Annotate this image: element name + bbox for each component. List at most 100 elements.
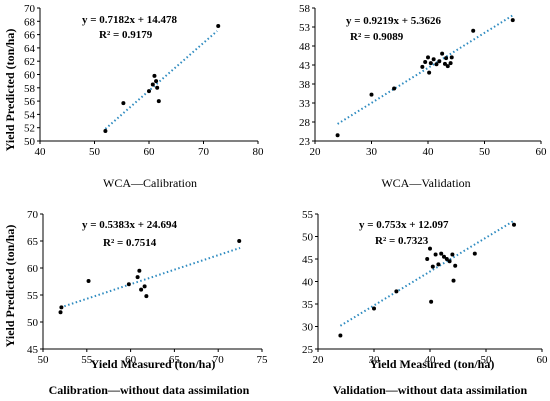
data-point [471,28,476,33]
data-point [103,129,108,134]
x-tick-label: 60 [125,354,137,366]
x-axis-title: Yield Measured (ton/ha) [91,357,216,371]
data-point [392,86,397,91]
x-tick-label: 70 [198,146,210,158]
data-point [442,61,447,66]
data-point [216,23,221,28]
data-point [369,92,374,97]
trendline-equation: y = 0.7182x + 14.478 [82,14,178,26]
x-tick-label: 60 [537,354,549,366]
y-axis-title: Yield Predicted (ton/ha) [3,29,17,152]
data-point [372,306,376,311]
trend-line [60,246,241,309]
data-point [445,64,450,69]
y-tick-label: 68 [24,16,36,28]
data-point [437,59,442,64]
data-point [144,294,149,299]
y-tick-label: 65 [27,236,39,248]
x-tick-label: 60 [144,146,156,158]
data-point [139,287,144,292]
data-point [451,278,456,283]
y-tick-label: 55 [27,290,39,302]
trendline-equation: y = 0.9219x + 5.3626 [346,15,442,27]
y-tick-label: 25 [302,344,314,356]
trend-line [339,219,515,327]
data-point [427,70,432,75]
data-point [450,252,455,257]
x-tick-label: 30 [369,354,381,366]
data-point [440,51,445,56]
data-point [510,18,515,23]
y-tick-label: 58 [24,83,36,95]
y-tick-label: 66 [24,30,36,42]
x-tick-label: 60 [536,146,548,158]
data-point [428,61,433,66]
y-tick-label: 50 [27,317,39,329]
data-point [444,56,449,61]
y-tick-label: 23 [299,136,311,148]
r-squared-label: R² = 0.9179 [99,29,153,41]
data-point [429,299,434,304]
panel-caption: Validation—without data assimilation [333,383,528,397]
data-point [152,73,157,78]
y-tick-label: 60 [27,263,39,275]
x-tick-label: 75 [257,354,269,366]
data-point [135,275,140,280]
y-tick-label: 62 [24,56,35,68]
data-point [142,284,147,289]
x-tick-label: 65 [169,354,181,366]
x-tick-label: 20 [313,354,325,366]
data-point [426,55,430,60]
data-point [512,222,516,227]
y-tick-label: 70 [27,209,39,221]
data-point [58,310,63,315]
x-tick-label: 50 [38,354,50,366]
data-point [137,268,142,273]
y-tick-label: 60 [24,70,36,82]
y-tick-label: 56 [24,96,36,108]
data-point [156,99,161,104]
data-point [447,259,452,264]
y-tick-label: 40 [302,277,314,289]
y-tick-label: 64 [24,43,36,55]
y-tick-label: 30 [302,322,314,334]
data-point [126,282,131,287]
panel-caption: WCA—Validation [381,176,470,190]
data-point [430,264,435,269]
x-tick-label: 20 [310,146,322,158]
y-tick-label: 38 [299,79,311,91]
data-point [453,263,458,268]
y-tick-label: 70 [24,3,36,15]
data-point [472,251,477,256]
data-point [155,85,160,90]
x-tick-label: 40 [423,146,435,158]
r-squared-label: R² = 0.9089 [350,31,404,43]
y-tick-label: 50 [24,136,36,148]
y-tick-label: 58 [299,3,311,15]
trendline-equation: y = 0.753x + 12.097 [359,219,449,231]
y-tick-label: 54 [24,109,36,121]
panel-caption: WCA—Calibration [103,176,197,190]
chart-panel-2: 20 30 40 50 60 23 28 33 38 43 48 53 58 y = 0.9219x + … [299,3,547,190]
y-tick-label: 48 [299,41,311,53]
data-point [154,79,159,84]
x-tick-label: 30 [366,146,378,158]
x-tick-label: 80 [253,146,265,158]
x-tick-label: 70 [213,354,225,366]
data-point [449,55,454,60]
y-tick-label: 55 [302,209,314,221]
panel-caption: Calibration—without data assimilation [49,383,250,397]
y-tick-label: 35 [302,299,314,311]
data-point [444,257,449,261]
x-axis-title: Yield Measured (ton/ha) [370,357,495,371]
data-point [436,262,441,267]
data-point [423,59,428,64]
data-point [335,133,340,138]
x-tick-label: 50 [481,354,493,366]
data-point [147,89,151,94]
data-point [442,254,446,259]
data-point [394,289,399,294]
